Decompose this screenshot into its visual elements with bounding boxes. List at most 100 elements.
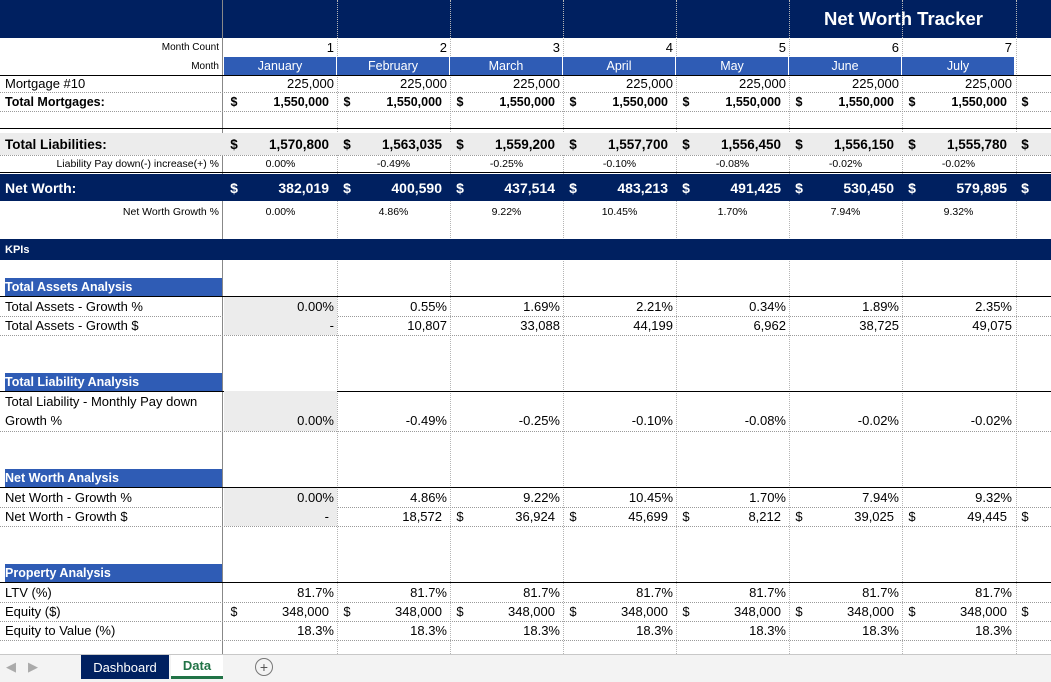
total-assets-analysis-label[interactable]: Total Assets Analysis (5, 278, 222, 296)
total-liabilities-cell[interactable]: 1,556,450 (720, 136, 781, 152)
liability-paydown-cell[interactable]: -0.02% (828, 157, 863, 170)
equity-to-value-cell[interactable]: 18.3% (297, 623, 334, 638)
total-liabilities-cell[interactable]: 1,555,780 (946, 136, 1007, 152)
equity-to-value-cell[interactable]: 18.3% (749, 623, 786, 638)
spreadsheet-grid[interactable]: Net Worth Tracker Month Count 1 2 3 4 5 6 7 Mont… (0, 0, 1051, 654)
net-worth-growth-cell[interactable]: 1.70% (717, 206, 748, 218)
net-worth-growth-cell[interactable]: 9.22% (491, 206, 522, 218)
total-liability-paydown-cell[interactable]: -0.10% (631, 413, 673, 428)
total-assets-growth-pct-cell[interactable]: 0.55% (410, 299, 447, 314)
net-worth-cell[interactable]: 437,514 (504, 179, 555, 196)
net-worth-cell[interactable]: 400,590 (391, 179, 442, 196)
equity-label[interactable]: Equity ($) (5, 604, 61, 619)
dollar-sign[interactable]: $ (343, 604, 351, 619)
dollar-sign[interactable]: $ (908, 136, 916, 152)
scroll-left-icon[interactable]: ◀ (6, 659, 16, 674)
net-worth-cell[interactable]: 530,450 (843, 179, 894, 196)
tab-dashboard[interactable]: Dashboard (81, 655, 169, 679)
net-worth-label[interactable]: Net Worth: (5, 179, 77, 196)
net-worth-growth-cell[interactable]: 7.94% (830, 206, 861, 218)
dollar-sign[interactable]: $ (682, 136, 690, 152)
liability-paydown-cell[interactable]: -0.25% (489, 157, 524, 170)
net-worth-growth-usd-cell[interactable]: 45,699 (628, 509, 668, 524)
month-header-cell[interactable]: July (902, 57, 1014, 75)
mortgage-cell[interactable]: 225,000 (626, 76, 673, 91)
net-worth-growth-pct-cell[interactable]: 9.22% (523, 490, 560, 505)
total-liability-paydown-cell[interactable]: 0.00% (224, 391, 337, 431)
mortgage-cell[interactable]: 225,000 (400, 76, 447, 91)
month-count-label[interactable]: Month Count (161, 42, 219, 53)
net-worth-growth-cell[interactable]: 10.45% (601, 206, 638, 218)
net-worth-growth-usd-cell[interactable]: 8,212 (748, 509, 781, 524)
liability-paydown-cell[interactable]: 0.00% (265, 157, 296, 170)
dollar-sign[interactable]: $ (908, 179, 916, 196)
dollar-sign[interactable]: $ (230, 179, 238, 196)
total-mortgages-cell[interactable]: 1,550,000 (386, 94, 442, 109)
dollar-sign[interactable]: $ (343, 94, 351, 109)
total-liabilities-label[interactable]: Total Liabilities: (5, 136, 107, 152)
dollar-sign[interactable]: $ (343, 179, 351, 196)
dollar-sign[interactable]: $ (569, 604, 577, 619)
total-assets-growth-pct-label[interactable]: Total Assets - Growth % (5, 299, 143, 314)
total-liabilities-cell[interactable]: 1,563,035 (381, 136, 442, 152)
total-assets-growth-pct-cell[interactable]: 1.89% (862, 299, 899, 314)
total-assets-growth-usd-cell[interactable]: 44,199 (633, 318, 673, 333)
total-liability-paydown-cell[interactable]: -0.25% (518, 413, 560, 428)
net-worth-growth-usd-cell[interactable]: - (224, 507, 337, 526)
net-worth-growth-pct-cell[interactable]: 10.45% (628, 490, 673, 505)
month-count-cell[interactable]: 4 (665, 40, 673, 55)
total-mortgages-cell[interactable]: 1,550,000 (273, 94, 329, 109)
dollar-sign[interactable]: $ (908, 509, 916, 524)
month-count-cell[interactable]: 1 (326, 40, 334, 55)
dollar-sign[interactable]: $ (456, 94, 464, 109)
total-assets-growth-pct-cell[interactable]: 2.35% (975, 299, 1012, 314)
net-worth-growth-usd-label[interactable]: Net Worth - Growth $ (5, 509, 128, 524)
total-assets-growth-usd-cell[interactable]: 49,075 (972, 318, 1012, 333)
total-mortgages-cell[interactable]: 1,550,000 (838, 94, 894, 109)
dollar-sign[interactable]: $ (230, 136, 238, 152)
total-liability-paydown-cell[interactable]: -0.08% (744, 413, 786, 428)
total-liabilities-cell[interactable]: 1,570,800 (268, 136, 329, 152)
dollar-sign[interactable]: $ (456, 136, 464, 152)
dollar-sign[interactable]: $ (682, 509, 690, 524)
net-worth-growth-usd-cell[interactable]: 39,025 (854, 509, 894, 524)
total-assets-growth-pct-cell[interactable]: 0.34% (749, 299, 786, 314)
total-assets-growth-pct-cell[interactable]: 1.69% (523, 299, 560, 314)
net-worth-growth-pct-cell[interactable]: 7.94% (862, 490, 899, 505)
total-liability-paydown-label[interactable]: Total Liability - Monthly Pay down (5, 394, 198, 409)
month-count-cell[interactable]: 7 (1004, 40, 1012, 55)
net-worth-growth-cell[interactable]: 4.86% (378, 206, 409, 218)
dollar-sign[interactable]: $ (795, 94, 803, 109)
liability-paydown-cell[interactable]: -0.49% (376, 157, 411, 170)
dollar-sign[interactable]: $ (230, 604, 238, 619)
equity-cell[interactable]: 348,000 (847, 604, 894, 619)
dollar-sign[interactable]: $ (908, 604, 916, 619)
total-liabilities-cell[interactable]: 1,556,150 (833, 136, 894, 152)
equity-cell[interactable]: 348,000 (734, 604, 781, 619)
net-worth-cell[interactable]: 382,019 (278, 179, 329, 196)
liability-paydown-cell[interactable]: -0.10% (602, 157, 637, 170)
dollar-sign[interactable]: $ (1021, 509, 1029, 524)
total-liability-paydown-label-2[interactable]: Growth % (5, 413, 63, 428)
total-mortgages-cell[interactable]: 1,550,000 (499, 94, 555, 109)
equity-to-value-cell[interactable]: 18.3% (862, 623, 899, 638)
ltv-cell[interactable]: 81.7% (749, 585, 786, 600)
dollar-sign[interactable]: $ (1021, 604, 1029, 619)
net-worth-growth-usd-cell[interactable]: 36,924 (515, 509, 555, 524)
month-count-cell[interactable]: 3 (552, 40, 560, 55)
total-assets-growth-usd-label[interactable]: Total Assets - Growth $ (5, 318, 139, 333)
dollar-sign[interactable]: $ (795, 509, 803, 524)
month-count-cell[interactable]: 6 (891, 40, 899, 55)
net-worth-growth-cell[interactable]: 0.00% (265, 206, 296, 218)
ltv-cell[interactable]: 81.7% (523, 585, 560, 600)
tab-data[interactable]: Data (171, 655, 223, 679)
dollar-sign[interactable]: $ (682, 94, 690, 109)
net-worth-growth-usd-cell[interactable]: 18,572 (402, 509, 442, 524)
mortgage-label[interactable]: Mortgage #10 (5, 76, 86, 91)
mortgage-cell[interactable]: 225,000 (739, 76, 786, 91)
dollar-sign[interactable]: $ (682, 604, 690, 619)
total-liabilities-cell[interactable]: 1,559,200 (494, 136, 555, 152)
net-worth-analysis-label[interactable]: Net Worth Analysis (5, 469, 222, 487)
mortgage-cell[interactable]: 225,000 (965, 76, 1012, 91)
net-worth-growth-label[interactable]: Net Worth Growth % (122, 206, 219, 218)
